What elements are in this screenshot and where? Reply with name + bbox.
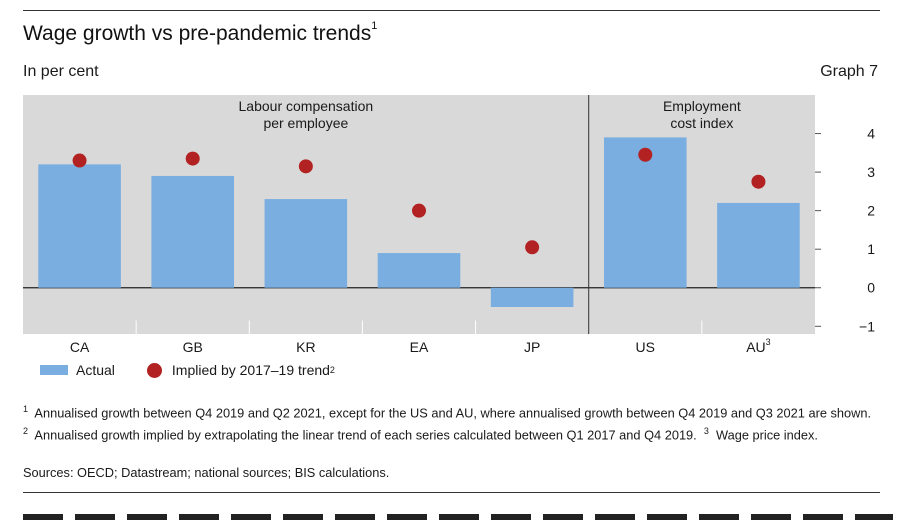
sources-note: Sources: OECD; Datastream; national sour… [23, 465, 390, 480]
footnote-2-mark: 2 [23, 426, 29, 437]
x-tick-label-gb: GB [183, 339, 203, 355]
title-footnote-mark: 1 [371, 20, 378, 32]
footnote-3: Wage price index. [716, 427, 818, 443]
trend-dot-ea [412, 203, 426, 218]
bar-gb [151, 175, 235, 288]
cut-off-body-text [23, 506, 893, 520]
trend-dot-jp [525, 240, 540, 255]
bottom-rule [23, 492, 880, 493]
y-tick-label: 2 [867, 203, 875, 219]
trend-dot-gb [185, 151, 200, 166]
panel-label-line2: cost index [670, 115, 733, 131]
footnote-2: Annualised growth implied by extrapolati… [34, 427, 697, 443]
panel-label-line1: Employment [663, 98, 741, 114]
bar-jp [490, 287, 574, 308]
footnote-1-mark: 1 [23, 404, 29, 414]
legend-trend-label: Implied by 2017–19 trend [171, 362, 330, 378]
top-rule [23, 10, 880, 11]
y-tick-label: 0 [867, 280, 875, 296]
trend-dot-ca [72, 153, 87, 168]
footnote-3-mark: 3 [703, 426, 709, 437]
x-tick-label-au: AU3 [746, 337, 770, 355]
x-tick-label-us: US [636, 339, 655, 355]
legend-trend-footnote: 2 [329, 365, 335, 375]
y-tick-label: 1 [867, 241, 875, 257]
unit-label: In per cent [23, 63, 99, 80]
x-tick-label-ca: CA [70, 339, 90, 355]
legend: Actual Implied by 2017–19 trend 2 [40, 362, 335, 378]
trend-dot-us [638, 147, 653, 162]
bar-ca [38, 164, 121, 288]
footnote-1: Annualised growth between Q4 2019 and Q2… [34, 405, 872, 421]
trend-dot-kr [298, 159, 313, 174]
bar-au [717, 202, 800, 288]
y-tick-label: 3 [867, 164, 875, 180]
panel-label-line1: Labour compensation [239, 98, 374, 114]
bar-kr [264, 199, 348, 288]
graph-number: Graph 7 [820, 63, 878, 80]
chart-title: Wage growth vs pre-pandemic trends1 [23, 20, 378, 45]
legend-trend-marker [146, 362, 162, 378]
footnotes: 1 Annualised growth between Q4 2019 and … [23, 400, 883, 445]
bar-ea [377, 253, 461, 288]
legend-actual-label: Actual [76, 362, 115, 378]
y-tick-label: 4 [867, 126, 875, 142]
x-tick-label-jp: JP [524, 339, 540, 355]
panel-label-line2: per employee [263, 115, 348, 131]
trend-dot-au [751, 174, 766, 189]
legend-actual-swatch [40, 365, 68, 375]
x-tick-label-kr: KR [296, 339, 315, 355]
x-tick-label-ea: EA [410, 339, 429, 355]
y-tick-label: −1 [859, 318, 875, 334]
bar-us [603, 137, 687, 288]
